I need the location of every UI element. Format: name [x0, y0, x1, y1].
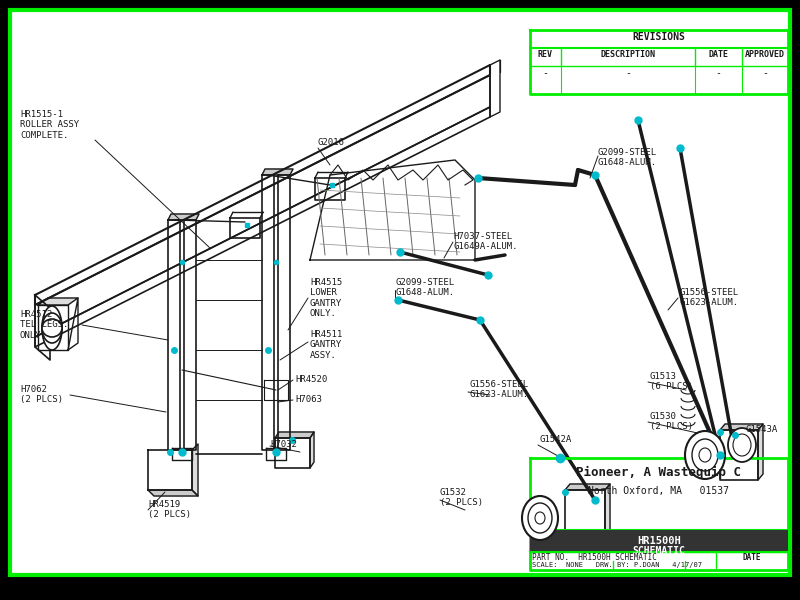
Text: -: -: [542, 68, 549, 78]
Text: APPROVED: APPROVED: [745, 50, 785, 59]
Text: H7063: H7063: [295, 395, 322, 404]
Polygon shape: [275, 432, 314, 438]
Text: H7062
(2 PLCS): H7062 (2 PLCS): [20, 385, 63, 404]
Text: G1543A: G1543A: [745, 425, 778, 434]
Text: HR4511
GANTRY
ASSY.: HR4511 GANTRY ASSY.: [310, 330, 342, 360]
Text: HR1500H: HR1500H: [637, 536, 681, 546]
Ellipse shape: [42, 319, 62, 337]
Text: G1556-STEEL
G1623-ALUM.: G1556-STEEL G1623-ALUM.: [680, 288, 739, 307]
Text: HR4520: HR4520: [295, 375, 327, 384]
Text: HR4515
LOWER
GANTRY
ONLY.: HR4515 LOWER GANTRY ONLY.: [310, 278, 342, 318]
Polygon shape: [262, 169, 293, 175]
Text: G1530
(2 PLCS): G1530 (2 PLCS): [650, 412, 693, 431]
Text: DATE: DATE: [742, 553, 761, 562]
Text: REVISIONS: REVISIONS: [633, 32, 686, 42]
Text: DATE: DATE: [708, 50, 728, 59]
Text: H7032: H7032: [270, 440, 297, 449]
Text: PART NO.  HR1500H SCHEMATIC: PART NO. HR1500H SCHEMATIC: [532, 553, 657, 562]
Text: -: -: [715, 68, 722, 78]
Text: -: -: [625, 68, 631, 78]
Polygon shape: [605, 484, 610, 535]
Ellipse shape: [42, 306, 62, 350]
Polygon shape: [38, 298, 78, 305]
Ellipse shape: [685, 431, 725, 479]
Text: SCALE:  NONE   DRW. BY: P.DOAN   4/17/07: SCALE: NONE DRW. BY: P.DOAN 4/17/07: [532, 562, 702, 568]
Text: HR4519
(2 PLCS): HR4519 (2 PLCS): [148, 500, 191, 520]
Text: G1542A: G1542A: [540, 435, 572, 444]
Text: Pioneer, A Wastequip C: Pioneer, A Wastequip C: [577, 466, 742, 479]
Ellipse shape: [728, 428, 756, 462]
Polygon shape: [192, 444, 198, 496]
Polygon shape: [168, 214, 199, 220]
Text: G1513
(6 PLCS): G1513 (6 PLCS): [650, 372, 693, 391]
Text: North Oxford, MA   01537: North Oxford, MA 01537: [589, 486, 730, 496]
Text: G2099-STEEL
G1648-ALUM.: G2099-STEEL G1648-ALUM.: [395, 278, 454, 298]
Polygon shape: [720, 424, 763, 430]
Polygon shape: [758, 424, 763, 480]
Polygon shape: [310, 432, 314, 468]
Text: SCHEMATIC: SCHEMATIC: [633, 546, 686, 556]
Ellipse shape: [42, 313, 62, 343]
Text: HR1515-1
ROLLER ASSY
COMPLETE.: HR1515-1 ROLLER ASSY COMPLETE.: [20, 110, 79, 140]
Text: -: -: [762, 68, 768, 78]
Text: G2016: G2016: [318, 138, 345, 147]
Text: H7037-STEEL
G1649A-ALUM.: H7037-STEEL G1649A-ALUM.: [453, 232, 518, 251]
Text: REV: REV: [538, 50, 553, 59]
Text: G1556-STEEL
G1623-ALUM.: G1556-STEEL G1623-ALUM.: [470, 380, 529, 400]
Polygon shape: [148, 490, 198, 496]
Text: G1532
(2 PLCS): G1532 (2 PLCS): [440, 488, 483, 508]
Text: G2099-STEEL
G1648-ALUM.: G2099-STEEL G1648-ALUM.: [598, 148, 657, 167]
Ellipse shape: [522, 496, 558, 540]
Text: DESCRIPTION: DESCRIPTION: [601, 50, 655, 59]
Bar: [530, 530, 788, 552]
Polygon shape: [565, 484, 610, 490]
Text: HR4512
TEL LEGS.
ONLY: HR4512 TEL LEGS. ONLY: [20, 310, 68, 340]
